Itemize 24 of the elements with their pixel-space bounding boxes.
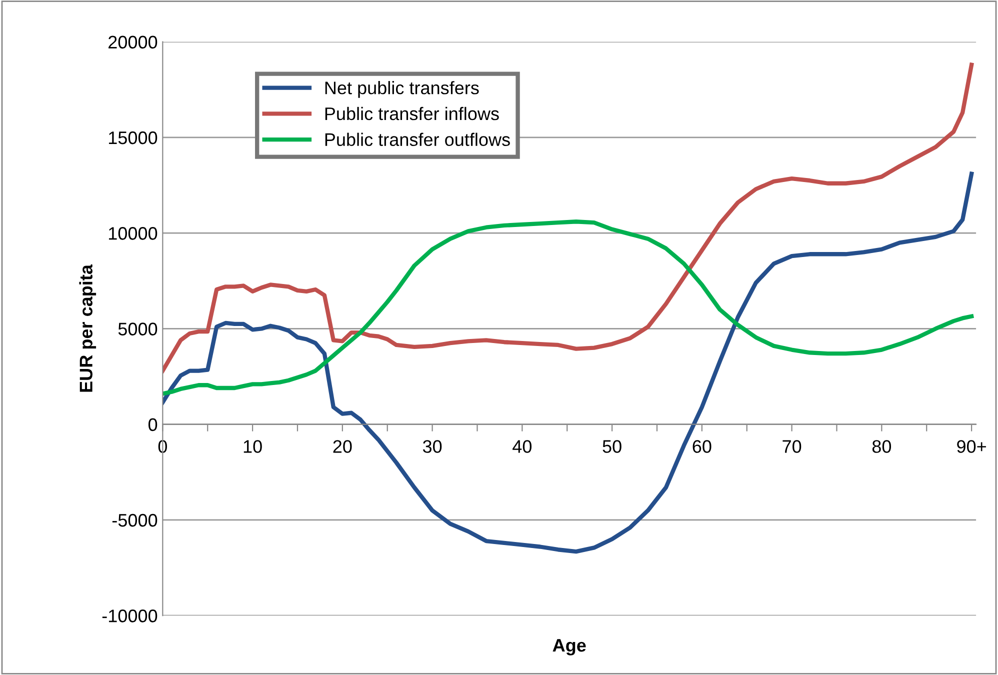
legend-label: Public transfer outflows — [325, 132, 510, 146]
y-tick-label: -10000 — [102, 610, 158, 622]
y-tick-label: 10000 — [108, 227, 158, 240]
x-tick-label: 0 — [158, 440, 167, 453]
y-tick-label: 15000 — [108, 131, 158, 144]
x-axis-title: Age — [552, 639, 586, 656]
x-tick-label: 40 — [512, 440, 532, 453]
y-axis-title: EUR per capita — [79, 264, 96, 392]
x-tick-label: 90+ — [957, 440, 986, 453]
x-tick-label: 20 — [333, 440, 352, 453]
line-series — [162, 62, 974, 373]
line-series — [162, 220, 974, 396]
x-tick-label: 10 — [244, 440, 262, 453]
x-tick-label: 50 — [602, 440, 622, 453]
y-tick-label: 0 — [148, 418, 158, 432]
x-tick-label: 60 — [692, 440, 712, 453]
x-tick-label: 30 — [422, 440, 442, 453]
x-tick-label: 80 — [872, 440, 892, 453]
y-tick-label: 20000 — [108, 36, 158, 49]
y-tick-label: 5000 — [118, 322, 158, 336]
legend-label: Net public transfers — [325, 81, 479, 98]
x-tick-label: 70 — [782, 440, 802, 453]
legend-label: Public transfer inflows — [325, 106, 499, 120]
y-tick-label: -5000 — [112, 514, 158, 527]
